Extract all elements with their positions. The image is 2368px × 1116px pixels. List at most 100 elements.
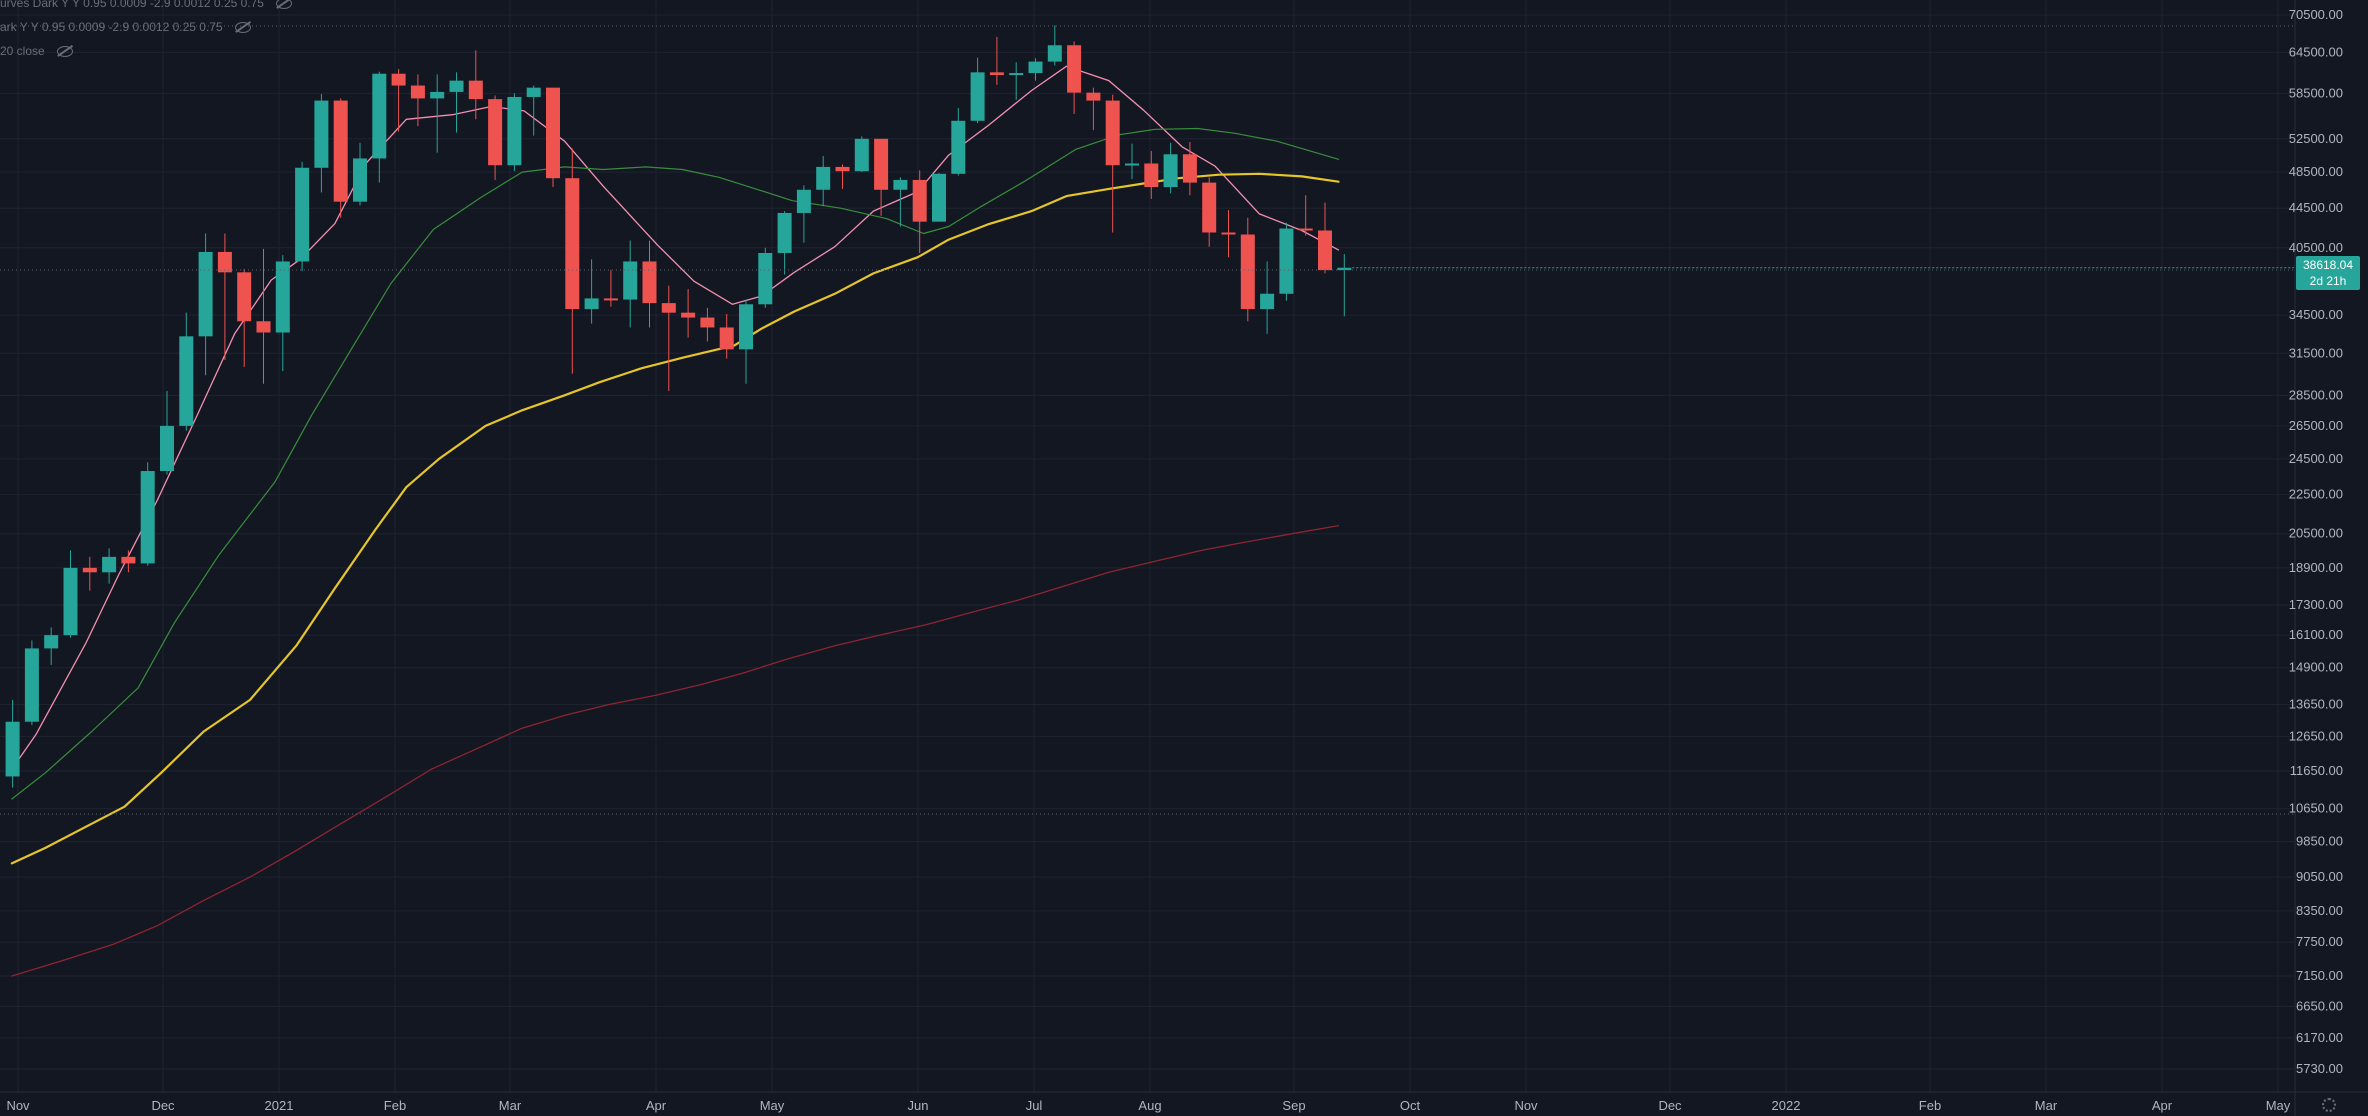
y-tick-label: 70500.00 <box>2289 7 2343 22</box>
candle-body <box>739 304 753 350</box>
y-tick-label: 10650.00 <box>2289 801 2343 816</box>
candle-body <box>1260 293 1275 310</box>
candle <box>1221 210 1236 258</box>
candle <box>565 148 580 374</box>
candle-body <box>1202 182 1217 233</box>
x-tick-label: Dec <box>151 1098 175 1113</box>
eye-hidden-icon[interactable] <box>275 0 292 10</box>
candle-body <box>1028 61 1043 74</box>
y-tick-label: 14900.00 <box>2289 660 2343 675</box>
time-axis[interactable]: Nov Dec 2021 Feb Mar Apr May Jun Jul Aug Sep Oct Nov… <box>6 1098 2290 1113</box>
y-tick-label: 9050.00 <box>2296 869 2343 884</box>
candle <box>372 71 387 183</box>
candle-body <box>63 567 78 636</box>
legend-row-3[interactable]: 20 close <box>0 44 73 58</box>
candle <box>24 640 39 725</box>
candle <box>874 138 889 216</box>
candle <box>700 307 715 342</box>
candle-body <box>603 298 618 301</box>
price-axis[interactable]: 70500.00 64500.00 58500.00 52500.00 48500.00… <box>2289 7 2343 1076</box>
candle-body <box>275 261 290 333</box>
candle <box>816 155 831 207</box>
candle <box>546 87 560 188</box>
candle <box>932 172 946 222</box>
y-tick-label: 26500.00 <box>2289 418 2343 433</box>
candle-body <box>681 312 696 318</box>
candle-body <box>295 167 310 262</box>
candle-body <box>333 100 348 202</box>
x-tick-label: Feb <box>384 1098 406 1113</box>
x-tick-label: May <box>2266 1098 2291 1113</box>
x-tick-label: Dec <box>1658 1098 1682 1113</box>
candle-body <box>758 252 773 305</box>
y-tick-label: 5730.00 <box>2296 1061 2343 1076</box>
settings-gear-icon[interactable] <box>2322 1098 2336 1112</box>
candle-body <box>546 87 560 179</box>
candle <box>526 85 541 136</box>
candle-body <box>932 173 946 222</box>
candle <box>796 185 811 243</box>
candle-body <box>198 251 213 337</box>
candle-body <box>391 73 406 86</box>
legend-row-1-text: urves Dark Y Y 0.95 0.0009 -2.9 0.0012 0… <box>0 0 264 10</box>
eye-hidden-icon[interactable] <box>56 46 73 58</box>
moving-averages <box>10 65 1340 977</box>
candle <box>410 74 425 127</box>
legend-row-1[interactable]: urves Dark Y Y 0.95 0.0009 -2.9 0.0012 0… <box>0 0 292 10</box>
candle-body <box>1298 228 1313 231</box>
legend-row-2[interactable]: ark Y Y 0.95 0.0009 -2.9 0.0012 0.25 0.7… <box>0 20 251 34</box>
x-tick-label: Sep <box>1282 1098 1305 1113</box>
candle <box>391 68 406 132</box>
candle <box>468 50 483 120</box>
y-tick-label: 22500.00 <box>2289 487 2343 502</box>
candle-body <box>835 166 850 172</box>
candle <box>102 548 117 584</box>
x-tick-label: Nov <box>1514 1098 1538 1113</box>
series-line-ma-green <box>11 127 1340 800</box>
legend-row-2-text: ark Y Y 0.95 0.0009 -2.9 0.0012 0.25 0.7… <box>0 20 223 34</box>
candle <box>1337 254 1352 317</box>
candle <box>1067 41 1082 114</box>
y-tick-label: 11650.00 <box>2290 763 2343 778</box>
candle <box>893 177 908 227</box>
candle <box>970 57 985 124</box>
candle <box>777 211 792 275</box>
x-tick-label: May <box>760 1098 785 1113</box>
candle <box>333 98 348 218</box>
candle-body <box>777 212 792 253</box>
eye-hidden-icon[interactable] <box>234 22 251 34</box>
y-tick-label: 9850.00 <box>2296 833 2343 848</box>
candle <box>1086 87 1101 131</box>
candle-body <box>642 261 657 304</box>
candle <box>1279 222 1294 301</box>
x-tick-label: 2021 <box>265 1098 294 1113</box>
candle <box>1009 62 1024 100</box>
candle-body <box>951 120 966 174</box>
candle <box>1298 195 1313 236</box>
x-tick-label: Nov <box>6 1098 30 1113</box>
chart-grid <box>0 0 2294 1092</box>
y-tick-label: 12650.00 <box>2289 728 2343 743</box>
candle-body <box>237 272 252 322</box>
candle <box>681 289 696 338</box>
y-tick-label: 8350.00 <box>2296 903 2343 918</box>
candle-body <box>468 80 483 100</box>
candle <box>584 259 599 324</box>
candle-body <box>507 96 522 166</box>
candle <box>44 627 59 665</box>
candle <box>1182 142 1197 196</box>
current-price-value: 38618.04 <box>2302 257 2354 272</box>
candle-body <box>449 80 464 92</box>
candle-body <box>1086 92 1101 101</box>
candle <box>835 164 850 189</box>
y-tick-label: 28500.00 <box>2289 387 2343 402</box>
candle-body <box>565 178 580 310</box>
candle-body <box>160 425 174 472</box>
series-line-ma-pink <box>11 65 1340 770</box>
candle <box>1260 261 1275 334</box>
candle-body <box>256 321 271 333</box>
y-tick-label: 58500.00 <box>2289 85 2343 100</box>
candle <box>661 285 676 391</box>
y-tick-label: 16100.00 <box>2289 627 2343 642</box>
